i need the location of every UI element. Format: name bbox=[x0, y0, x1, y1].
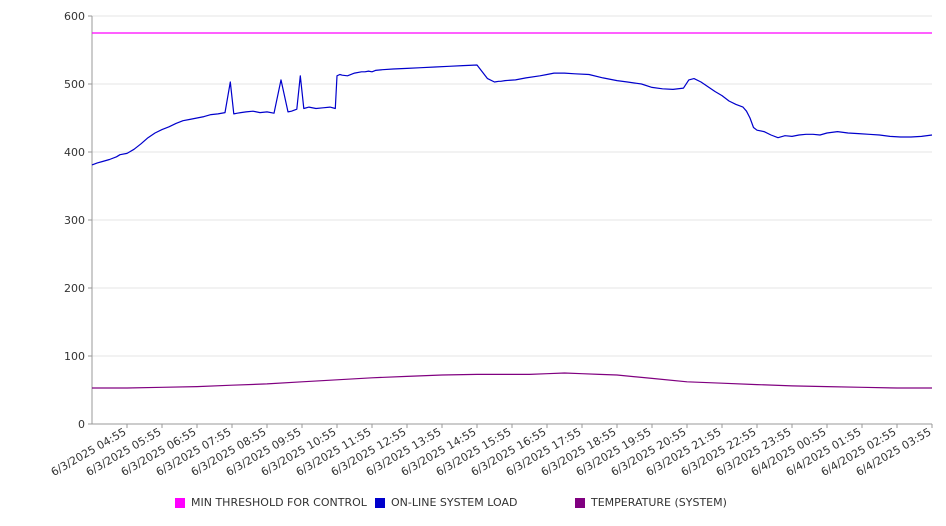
x-axis: 6/3/2025 04:556/3/2025 05:556/3/2025 06:… bbox=[49, 423, 934, 479]
y-tick-label: 500 bbox=[64, 78, 85, 91]
legend-label-system-load: ON-LINE SYSTEM LOAD bbox=[391, 496, 518, 509]
y-tick-label: 0 bbox=[78, 418, 85, 431]
y-tick-label: 600 bbox=[64, 10, 85, 23]
legend-label-temperature: TEMPERATURE (SYSTEM) bbox=[591, 496, 727, 509]
legend-label-min-threshold: MIN THRESHOLD FOR CONTROL bbox=[191, 496, 367, 509]
series-line-on-line-system-load bbox=[91, 64, 933, 166]
legend-swatch-min-threshold bbox=[175, 497, 185, 508]
y-tick-label: 400 bbox=[64, 146, 85, 159]
gridlines bbox=[92, 15, 932, 425]
legend-swatch-system-load bbox=[375, 497, 385, 508]
y-tick-label: 100 bbox=[64, 350, 85, 363]
y-tick-label: 300 bbox=[64, 214, 85, 227]
legend-swatch-temperature bbox=[575, 497, 585, 508]
legend-item-min-threshold[interactable]: MIN THRESHOLD FOR CONTROL bbox=[175, 496, 367, 509]
series-layer bbox=[91, 32, 933, 389]
legend-item-system-load[interactable]: ON-LINE SYSTEM LOAD bbox=[375, 496, 517, 509]
y-axis: 0 100 200 300 400 500 600 bbox=[64, 10, 93, 431]
legend: MIN THRESHOLD FOR CONTROL ON-LINE SYSTEM… bbox=[0, 496, 946, 514]
y-tick-label: 200 bbox=[64, 282, 85, 295]
series-line-temperature-system bbox=[92, 372, 932, 389]
legend-item-temperature[interactable]: TEMPERATURE (SYSTEM) bbox=[575, 496, 727, 509]
